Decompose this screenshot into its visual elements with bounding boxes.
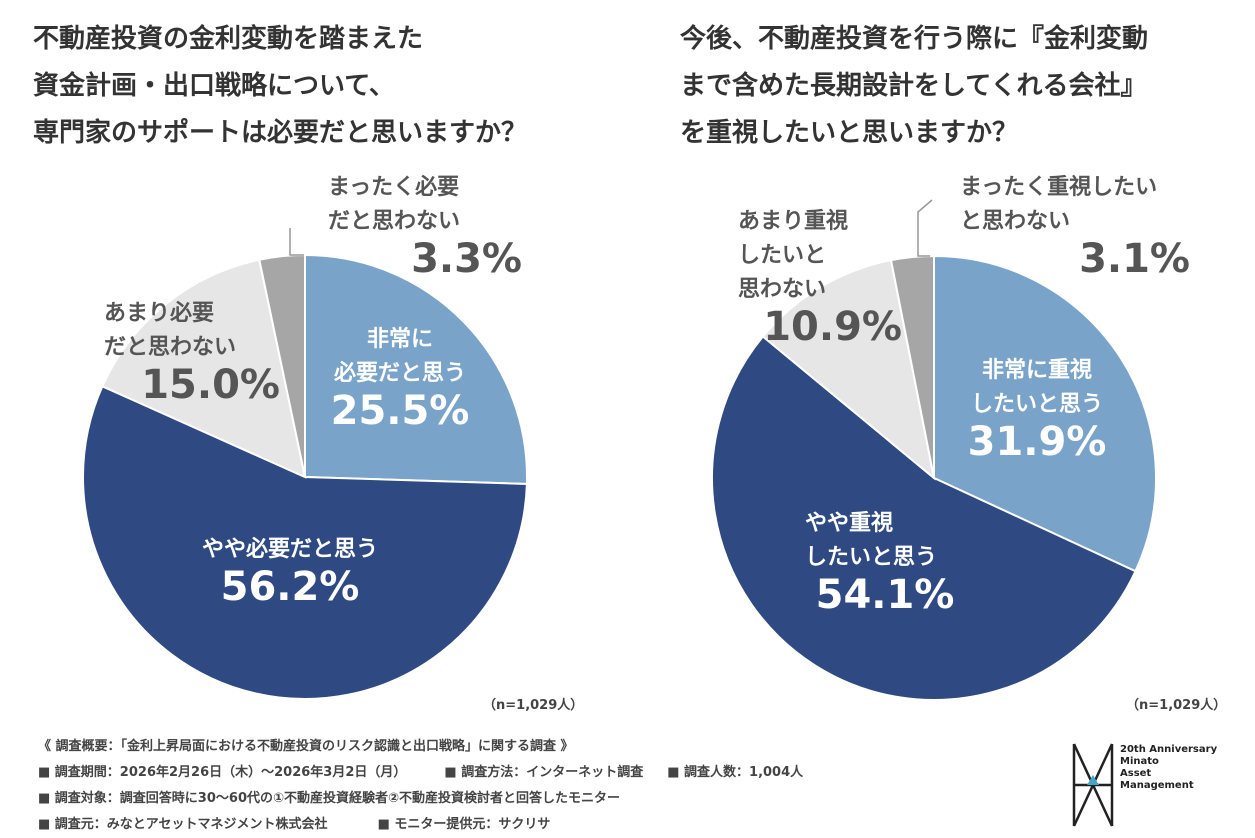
pie-charts: 非常に必要だと思う25.5%やや必要だと思う56.2%あまり必要だと思わない15…	[82, 174, 1190, 701]
right-slice-3-label: したいと	[738, 243, 826, 268]
left-pie-slice-4	[258, 253, 306, 478]
logo-line-2: Minato	[1120, 756, 1159, 767]
left-slice-1-value: 25.5%	[331, 388, 470, 434]
left-slice-2-value: 56.2%	[221, 564, 360, 610]
right-slice-3-label: 思わない	[738, 277, 826, 302]
left-slice-4-label: だと思わない	[328, 209, 460, 234]
right-slice-1-label: したいと思う	[971, 392, 1103, 417]
left-leader-line	[289, 228, 304, 256]
left-slice-1-label: 必要だと思う	[334, 360, 466, 386]
logo-line-1: 20th Anniversary	[1120, 744, 1218, 755]
right-slice-4-value: 3.1%	[1079, 236, 1190, 282]
logo-line-4: Management	[1120, 780, 1194, 791]
survey-period: ■ 調査期間：2026年2月26日（木）〜2026年3月2日（月）	[38, 765, 407, 780]
left-slice-1-label: 非常に	[367, 326, 433, 352]
right-slice-4-label: まったく重視したい	[960, 175, 1157, 200]
left-slice-3-label: あまり必要	[104, 300, 214, 326]
left-slice-4-value: 3.3%	[411, 236, 522, 282]
right-slice-2-label: やや重視	[805, 511, 893, 536]
right-pie-slice-4	[889, 254, 935, 479]
left-title-line-2: 資金計画・出口戦略について、	[33, 71, 395, 101]
logo-text: 20th Anniversary Minato Asset Management	[1120, 744, 1217, 792]
right-slice-3-label: あまり重視	[738, 209, 848, 234]
right-title-line-1: 今後、不動産投資を行う際に『金利変動	[680, 24, 1149, 54]
left-slice-3-value: 15.0%	[141, 362, 280, 408]
left-title-line-3: 専門家のサポートは必要だと思いますか？	[33, 118, 528, 148]
right-title-line-2: まで含めた長期設計をしてくれる会社』	[680, 71, 1147, 101]
right-pie-slice-3	[761, 259, 936, 481]
survey-target: ■ 調査対象：調査回答時に30〜60代の①不動産投資経験者②不動産投資検討者と回…	[38, 791, 621, 806]
left-slice-4-label: まったく必要	[328, 174, 459, 200]
survey-source: ■ 調査元：みなとアセットマネジメント株式会社	[38, 817, 328, 832]
left-slice-2-label: やや必要だと思う	[202, 536, 378, 562]
right-slice-2-label: したいと思う	[805, 545, 937, 570]
survey-row-3: ■ 調査元：みなとアセットマネジメント株式会社 ■ モニター提供元：サクリサ	[38, 812, 803, 838]
left-sample-size: （n=1,029人）	[483, 698, 584, 713]
left-slice-3-label: だと思わない	[104, 335, 236, 360]
right-slice-4-label: と思わない	[960, 209, 1070, 234]
left-pie-slice-1	[304, 253, 528, 486]
survey-provider: ■ モニター提供元：サクリサ	[377, 817, 551, 832]
survey-method: ■ 調査方法：インターネット調査	[444, 765, 644, 780]
survey-overview: 《 調査概要：「金利上昇局面における不動産投資のリスク認識と出口戦略」に関する調…	[38, 734, 803, 838]
right-slice-1-value: 31.9%	[968, 419, 1107, 465]
logo-line-3: Asset	[1120, 768, 1152, 779]
right-pie-slice-1	[933, 254, 1157, 573]
survey-row-1: ■ 調査期間：2026年2月26日（木）〜2026年3月2日（月） ■ 調査方法：…	[38, 760, 803, 786]
right-slice-3-value: 10.9%	[763, 304, 902, 350]
survey-title: 《 調査概要：「金利上昇局面における不動産投資のリスク認識と出口戦略」に関する調…	[38, 739, 574, 754]
right-slice-2-value: 54.1%	[816, 572, 955, 618]
right-leader-line	[917, 199, 933, 257]
left-title-line-1: 不動産投資の金利変動を踏まえた	[33, 24, 424, 54]
right-title-line-3: を重視したいと思いますか？	[680, 118, 1019, 148]
logo-mark-icon	[1072, 743, 1114, 827]
right-sample-size: （n=1,029人）	[1126, 698, 1227, 713]
left-chart-title: 不動産投資の金利変動を踏まえた 資金計画・出口戦略について、 専門家のサポートは…	[33, 16, 527, 157]
minato-logo: 20th Anniversary Minato Asset Management	[1070, 740, 1240, 830]
left-pie-slice-2	[82, 384, 528, 700]
right-pie-slice-2	[711, 335, 1137, 701]
left-pie-slice-3	[101, 258, 307, 479]
survey-count: ■ 調査人数：1,004人	[667, 765, 804, 780]
right-chart-title: 今後、不動産投資を行う際に『金利変動 まで含めた長期設計をしてくれる会社』 を重…	[680, 16, 1148, 157]
right-slice-1-label: 非常に重視	[982, 357, 1092, 383]
